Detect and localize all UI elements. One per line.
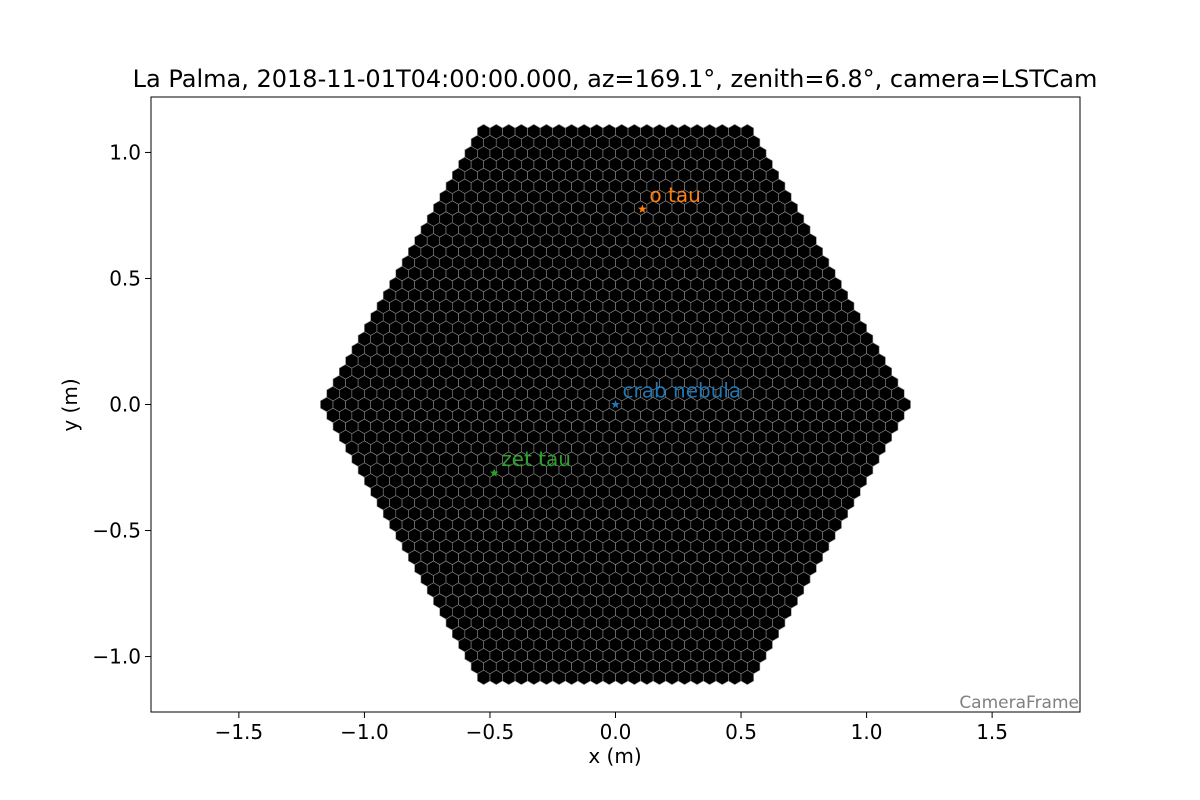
star-markers: o tau crab nebula zet tau bbox=[489, 183, 742, 477]
x-axis-ticks: −1.5 −1.0 −0.5 0.0 0.5 1.0 1.5 bbox=[215, 712, 1008, 744]
x-tick-label: −0.5 bbox=[466, 720, 515, 744]
camera-pixel bbox=[740, 124, 754, 140]
y-axis-label: y (m) bbox=[58, 378, 82, 431]
chart-title: La Palma, 2018-11-01T04:00:00.000, az=16… bbox=[133, 65, 1098, 93]
star-label-o-tau: o tau bbox=[649, 183, 700, 207]
y-tick-label: 0.0 bbox=[109, 393, 141, 417]
x-tick-label: 0.5 bbox=[725, 720, 757, 744]
x-tick-label: 1.0 bbox=[851, 720, 883, 744]
star-marker-zet-tau bbox=[489, 468, 499, 477]
y-axis-ticks: −1.0 −0.5 0.0 0.5 1.0 bbox=[92, 140, 151, 669]
y-tick-label: −1.0 bbox=[92, 645, 141, 669]
x-tick-label: −1.5 bbox=[215, 720, 264, 744]
x-axis-label: x (m) bbox=[588, 744, 641, 768]
star-marker-o-tau bbox=[637, 204, 647, 213]
star-label-crab-nebula: crab nebula bbox=[623, 379, 742, 403]
x-tick-label: 0.0 bbox=[600, 720, 632, 744]
star-marker-crab-nebula bbox=[611, 399, 620, 409]
camera-pixels bbox=[320, 124, 911, 685]
frame-annotation: CameraFrame bbox=[959, 693, 1079, 713]
y-tick-label: 1.0 bbox=[109, 140, 141, 164]
x-tick-label: −1.0 bbox=[340, 720, 389, 744]
star-label-zet-tau: zet tau bbox=[501, 447, 571, 471]
x-tick-label: 1.5 bbox=[976, 720, 1008, 744]
y-tick-label: 0.5 bbox=[109, 266, 141, 290]
y-tick-label: −0.5 bbox=[92, 519, 141, 543]
